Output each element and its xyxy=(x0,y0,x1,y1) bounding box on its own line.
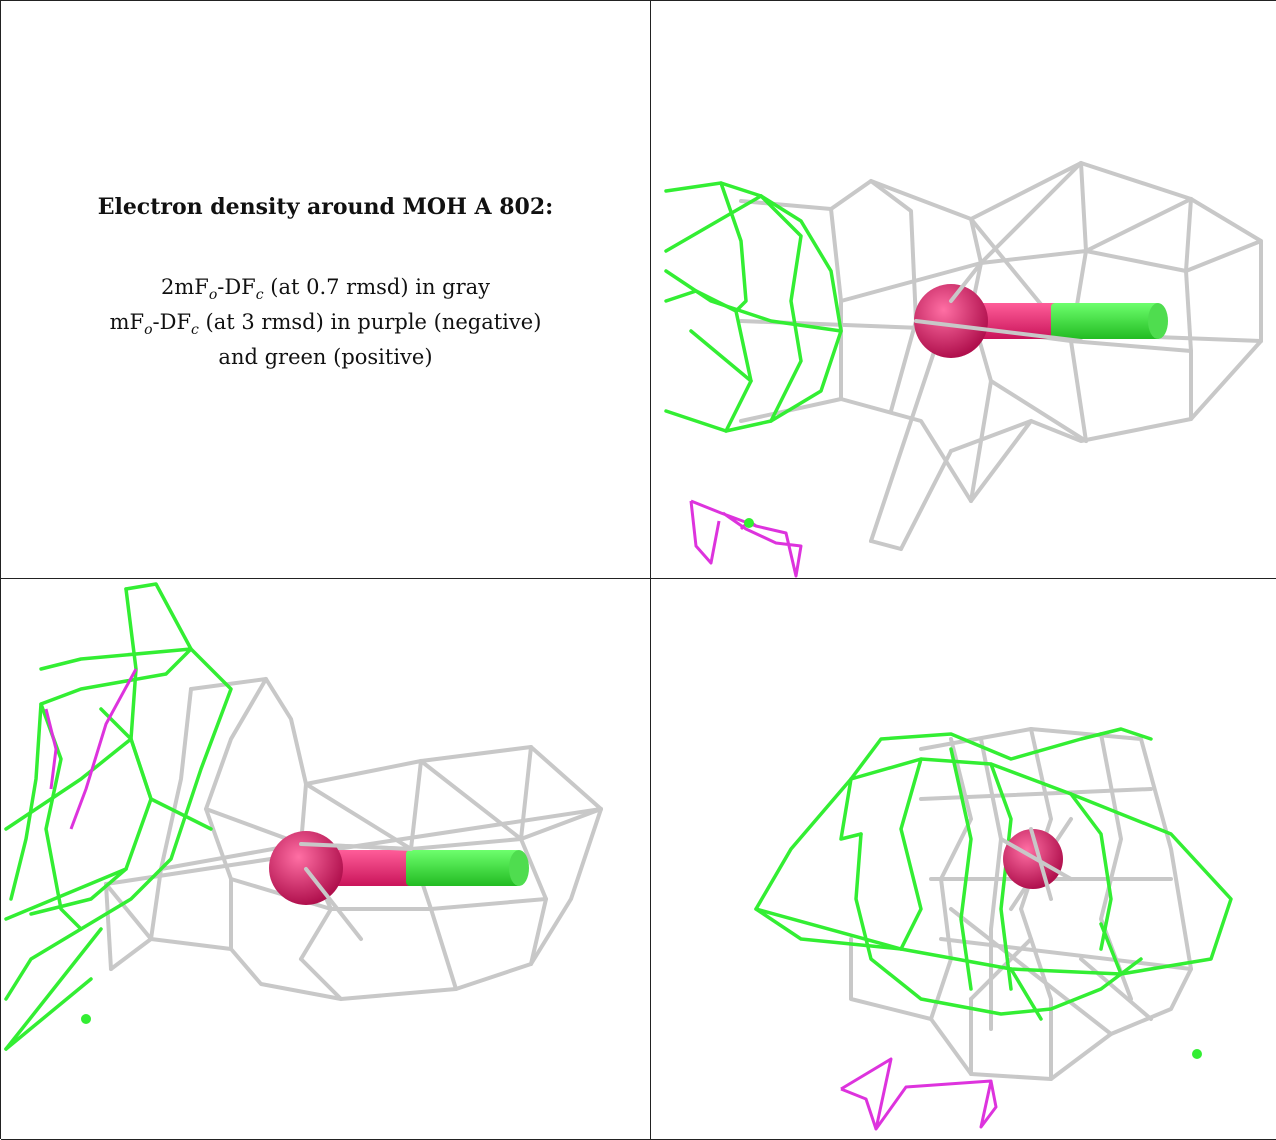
caption-panel: Electron density around MOH A 802: 2mFo-… xyxy=(1,1,651,579)
gray-2fofc-mesh xyxy=(104,677,603,1001)
caption-title: Electron density around MOH A 802: xyxy=(97,193,554,220)
purple-negative-mesh xyxy=(689,499,803,578)
legend-2fofc-line: 2mFo-DFc (at 0.7 rmsd) in gray xyxy=(160,274,491,303)
gray-front-strands xyxy=(914,261,1083,343)
carbon-bond xyxy=(406,850,521,886)
density-view-1 xyxy=(651,1,1276,579)
density-view-2 xyxy=(1,579,651,1140)
purple-negative-mesh xyxy=(840,1057,998,1131)
methanol-model xyxy=(914,284,1168,358)
density-view-3 xyxy=(651,579,1276,1140)
carbon-bond-cap xyxy=(1148,303,1168,339)
density-view-1-render xyxy=(664,161,1263,578)
gray-2fofc-mesh xyxy=(739,161,1263,551)
gray-front-strands xyxy=(299,842,413,941)
green-blob xyxy=(744,518,754,528)
green-positive-mesh xyxy=(4,582,233,1051)
legend-positive-line: and green (positive) xyxy=(218,345,433,370)
caption-legend: 2mFo-DFc (at 0.7 rmsd) in gray mFo-DFc (… xyxy=(110,274,542,371)
density-view-3-render xyxy=(754,727,1233,1131)
oxygen-atom-sphere xyxy=(914,284,988,358)
gray-2fofc-mesh xyxy=(849,727,1193,1081)
purple-negative-mesh xyxy=(44,668,138,830)
green-positive-mesh xyxy=(664,181,843,433)
green-positive-mesh xyxy=(754,727,1233,1021)
density-view-2-render xyxy=(4,582,603,1051)
legend-fofc-line: mFo-DFc (at 3 rmsd) in purple (negative) xyxy=(109,310,542,339)
carbon-bond-cap xyxy=(509,850,529,886)
green-blob xyxy=(81,1014,91,1024)
gray-front-strands xyxy=(999,827,1073,901)
carbon-bond xyxy=(1051,303,1161,339)
green-blob xyxy=(1192,1049,1202,1059)
